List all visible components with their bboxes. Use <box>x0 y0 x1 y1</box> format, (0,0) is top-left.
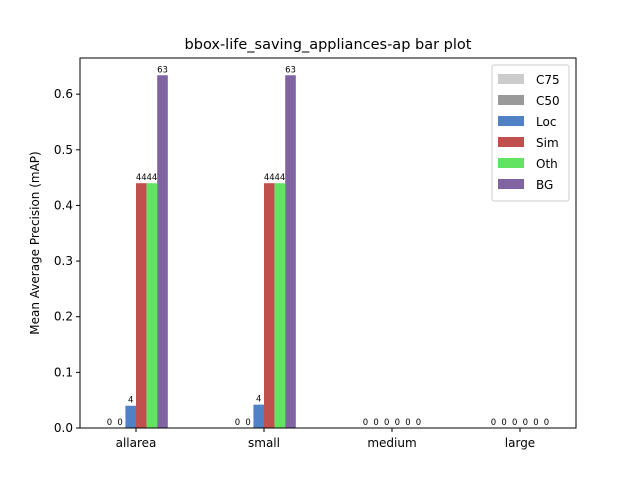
bar-oth-allarea <box>146 183 158 428</box>
bar-label-c50-small: 0 <box>245 418 250 428</box>
bar-label-oth-medium: 0 <box>405 418 410 428</box>
legend-label-sim: Sim <box>536 136 559 150</box>
bar-label-c50-medium: 0 <box>373 418 378 428</box>
y-tick-label: 0.2 <box>54 310 73 324</box>
bar-label-oth-small: 44 <box>274 173 285 183</box>
bar-label-bg-small: 63 <box>285 65 296 75</box>
bar-label-c75-allarea: 0 <box>107 418 112 428</box>
bar-loc-allarea <box>125 405 136 428</box>
legend-label-c50: C50 <box>536 94 560 108</box>
bar-label-c50-allarea: 0 <box>117 418 122 428</box>
bar-label-c50-large: 0 <box>501 418 506 428</box>
x-tick-label-allarea: allarea <box>116 436 157 450</box>
bar-sim-small <box>264 183 275 428</box>
legend-swatch-loc <box>498 116 524 126</box>
chart-title: bbox-life_saving_appliances-ap bar plot <box>185 37 472 53</box>
bar-sim-allarea <box>136 183 147 428</box>
bar-label-oth-allarea: 44 <box>146 173 157 183</box>
y-tick-label: 0.5 <box>54 143 73 157</box>
y-tick-label: 0.1 <box>54 365 73 379</box>
bar-label-c75-large: 0 <box>491 418 496 428</box>
legend-swatch-c50 <box>498 95 524 105</box>
x-axis: allarea small medium large <box>116 428 535 450</box>
bar-label-sim-medium: 0 <box>395 418 400 428</box>
x-tick-label-large: large <box>505 436 535 450</box>
bar-bg-allarea <box>157 75 168 428</box>
bar-loc-small <box>253 404 264 428</box>
legend-label-c75: C75 <box>536 73 560 87</box>
legend-label-bg: BG <box>536 178 553 192</box>
bar-label-sim-allarea: 44 <box>136 173 147 183</box>
bar-label-bg-medium: 0 <box>416 418 421 428</box>
bar-label-sim-small: 44 <box>264 173 275 183</box>
y-tick-label: 0.4 <box>54 198 73 212</box>
legend-swatch-c75 <box>498 74 524 84</box>
bar-label-sim-large: 0 <box>523 418 528 428</box>
bar-bg-small <box>285 75 296 428</box>
x-tick-label-small: small <box>248 436 280 450</box>
bar-label-c75-small: 0 <box>235 418 240 428</box>
bars-layer <box>125 75 296 428</box>
y-tick-label: 0.6 <box>54 87 73 101</box>
legend-swatch-bg <box>498 179 524 189</box>
y-tick-label: 0.0 <box>54 421 73 435</box>
legend-label-oth: Oth <box>536 157 558 171</box>
plot-frame <box>79 57 577 429</box>
legend: C75 C50 Loc Sim Oth BG <box>491 64 570 202</box>
legend-label-loc: Loc <box>536 115 556 129</box>
bar-label-c75-medium: 0 <box>363 418 368 428</box>
bar-label-oth-large: 0 <box>533 418 538 428</box>
legend-swatch-sim <box>498 137 524 147</box>
bar-label-loc-medium: 0 <box>384 418 389 428</box>
bar-label-loc-large: 0 <box>512 418 517 428</box>
bar-oth-small <box>274 183 286 428</box>
y-axis-label: Mean Average Precision (mAP) <box>28 151 42 334</box>
bar-label-bg-allarea: 63 <box>157 65 168 75</box>
bar-label-bg-large: 0 <box>544 418 549 428</box>
x-tick-label-medium: medium <box>367 436 416 450</box>
y-tick-label: 0.3 <box>54 254 73 268</box>
bar-label-loc-small: 4 <box>256 395 261 405</box>
y-axis: 0.0 0.1 0.2 0.3 0.4 0.5 0.6 <box>54 87 80 435</box>
legend-swatch-oth <box>498 158 524 168</box>
bar-label-loc-allarea: 4 <box>128 396 133 406</box>
